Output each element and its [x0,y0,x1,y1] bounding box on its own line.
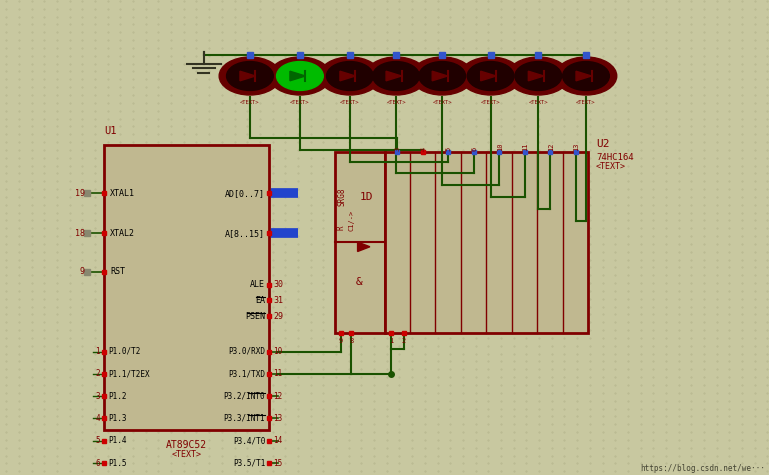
Circle shape [373,62,419,90]
Text: 9: 9 [79,267,85,276]
Text: <TEXT>: <TEXT> [240,100,260,104]
Text: P3.2/INT0: P3.2/INT0 [224,392,265,400]
Text: P3.0/RXD: P3.0/RXD [228,347,265,356]
Text: <TEXT>: <TEXT> [432,100,452,104]
Text: P1.5: P1.5 [108,459,127,467]
Text: XTAL2: XTAL2 [110,229,135,238]
Polygon shape [576,71,591,81]
Text: 12: 12 [548,142,554,151]
Text: 12: 12 [273,392,282,400]
Text: 30: 30 [274,280,284,289]
Polygon shape [358,242,370,252]
Text: 10: 10 [273,347,282,356]
Text: 5: 5 [95,437,100,445]
Text: 11: 11 [522,142,528,151]
Text: 1D: 1D [360,192,374,202]
Text: P1.4: P1.4 [108,437,127,445]
Circle shape [365,57,427,95]
Text: AT89C52: AT89C52 [166,440,207,450]
Polygon shape [481,71,496,81]
Text: &: & [356,277,362,287]
Text: 5: 5 [446,146,452,151]
Text: SRG8: SRG8 [338,188,347,206]
Circle shape [460,57,521,95]
Text: 1: 1 [95,347,100,356]
Text: P3.3/INT1: P3.3/INT1 [224,414,265,423]
Polygon shape [240,71,255,81]
Circle shape [555,57,617,95]
Text: ALE: ALE [250,280,265,289]
Text: P3.5/T1: P3.5/T1 [233,459,265,467]
Text: 15: 15 [273,459,282,467]
Text: 2: 2 [401,338,406,344]
Text: 9: 9 [338,338,343,344]
Text: 11: 11 [273,370,282,378]
Text: XTAL1: XTAL1 [110,189,135,198]
Text: P1.1/T2EX: P1.1/T2EX [108,370,150,378]
Text: EA: EA [255,296,265,304]
FancyBboxPatch shape [335,152,384,332]
Text: P3.1/TXD: P3.1/TXD [228,370,265,378]
Text: <TEXT>: <TEXT> [528,100,548,104]
Text: PSEN: PSEN [245,312,265,321]
Text: 13: 13 [574,142,579,151]
Text: RST: RST [110,267,125,276]
Circle shape [319,57,381,95]
Text: <TEXT>: <TEXT> [171,450,201,459]
Circle shape [515,62,561,90]
Circle shape [468,62,514,90]
Polygon shape [290,71,305,81]
Text: P1.2: P1.2 [108,392,127,400]
Text: 29: 29 [274,312,284,321]
Text: 31: 31 [274,296,284,304]
Text: <TEXT>: <TEXT> [481,100,501,104]
Text: 10: 10 [497,142,503,151]
Text: 6: 6 [95,459,100,467]
Polygon shape [386,71,401,81]
Circle shape [219,57,281,95]
Text: A[8..15]: A[8..15] [225,229,265,238]
Circle shape [269,57,331,95]
Polygon shape [528,71,544,81]
Text: 8: 8 [349,338,354,344]
Text: <TEXT>: <TEXT> [386,100,406,104]
Circle shape [277,62,323,90]
Text: 13: 13 [273,414,282,423]
Text: 3: 3 [95,392,100,400]
Text: <TEXT>: <TEXT> [596,162,626,171]
Text: 18: 18 [75,229,85,238]
Text: <TEXT>: <TEXT> [340,100,360,104]
Text: R: R [336,226,345,230]
Text: 4: 4 [421,146,427,151]
Text: 14: 14 [273,437,282,445]
Text: <TEXT>: <TEXT> [576,100,596,104]
Text: https://blog.csdn.net/we···: https://blog.csdn.net/we··· [641,464,765,473]
Text: 6: 6 [471,146,478,151]
Text: C1/->: C1/-> [348,210,355,231]
Text: U2: U2 [596,139,610,149]
Circle shape [508,57,569,95]
FancyBboxPatch shape [384,152,588,332]
Text: 1: 1 [389,338,393,344]
Text: 19: 19 [75,189,85,198]
Text: P1.3: P1.3 [108,414,127,423]
Text: P3.4/T0: P3.4/T0 [233,437,265,445]
FancyBboxPatch shape [104,145,269,430]
Text: 2: 2 [95,370,100,378]
Circle shape [411,57,473,95]
Text: U1: U1 [104,126,116,136]
Circle shape [227,62,273,90]
Polygon shape [340,71,355,81]
Circle shape [563,62,609,90]
Circle shape [419,62,465,90]
Text: 4: 4 [95,414,100,423]
Circle shape [327,62,373,90]
Text: AD[0..7]: AD[0..7] [225,189,265,198]
Polygon shape [432,71,448,81]
Text: 74HC164: 74HC164 [596,152,634,162]
Text: 3: 3 [395,146,401,151]
Text: P1.0/T2: P1.0/T2 [108,347,141,356]
Text: <TEXT>: <TEXT> [290,100,310,104]
